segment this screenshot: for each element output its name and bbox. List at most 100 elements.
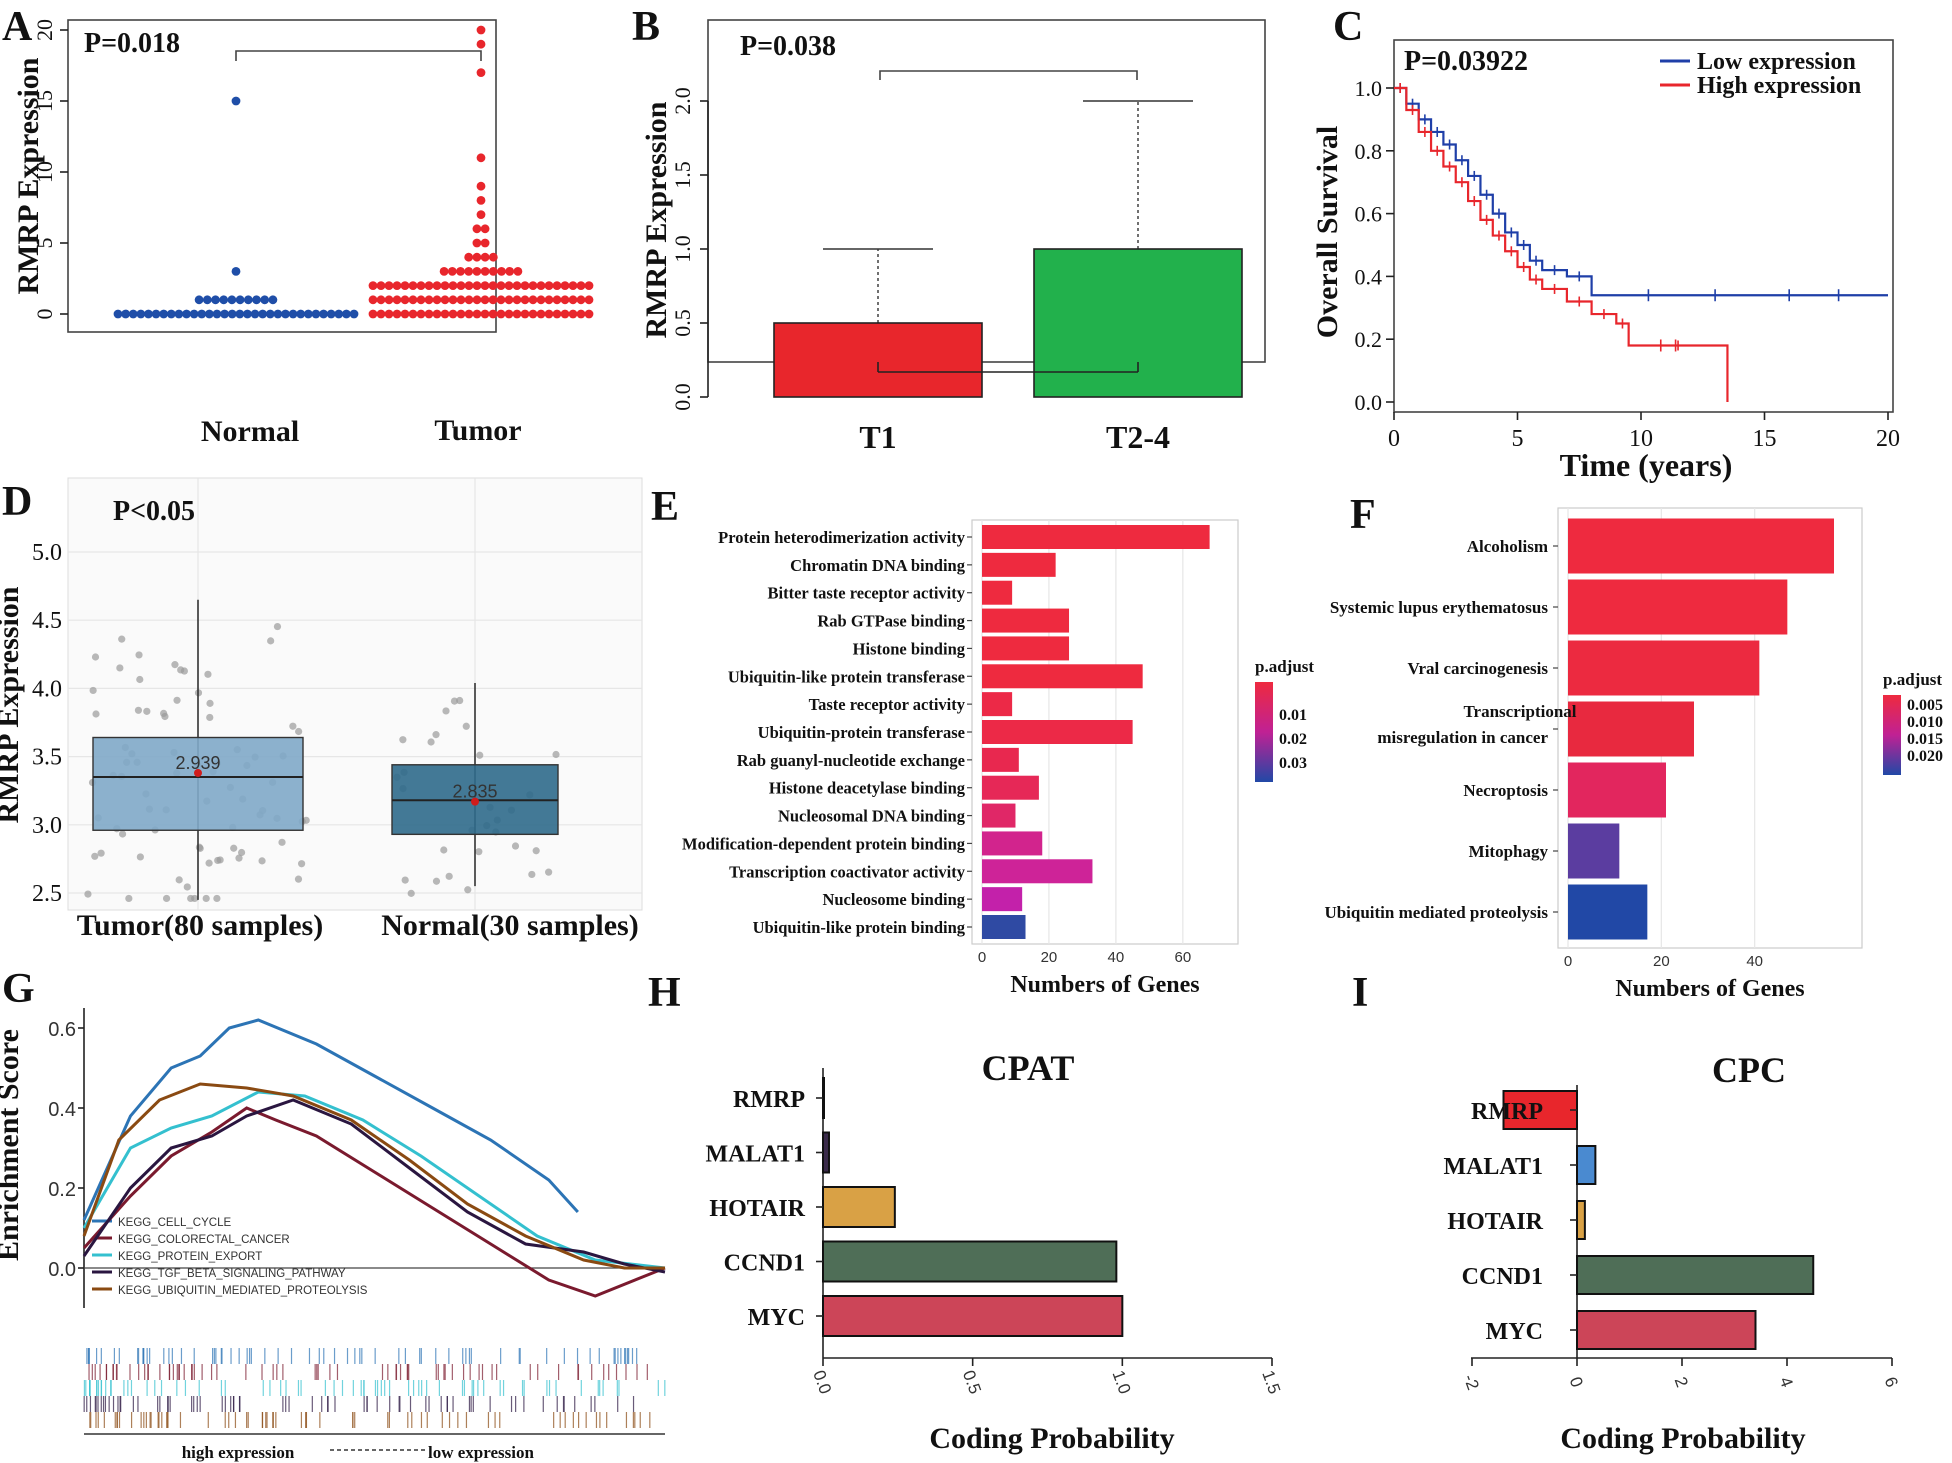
panel-a-point-tumor bbox=[432, 281, 442, 290]
panel-g-enrichment-curve bbox=[82, 1082, 665, 1270]
panel-h-xtick-label: 1.5 bbox=[1258, 1368, 1284, 1397]
panel-a-point-tumor bbox=[480, 281, 490, 290]
panel-letter-e: E bbox=[651, 484, 679, 530]
panel-a-point-tumor bbox=[584, 309, 594, 319]
panel-e-bar bbox=[982, 720, 1133, 744]
panel-g-ytick-label: 0.0 bbox=[48, 1259, 76, 1281]
panel-f-legend-title: p.adjust bbox=[1883, 670, 1942, 689]
panel-f-legend-tick-label: 0.005 bbox=[1907, 697, 1943, 714]
panel-f-category-label: misregulation in cancer bbox=[1377, 728, 1548, 747]
panel-a-point-tumor bbox=[536, 309, 546, 319]
panel-d-jitter-point bbox=[118, 635, 126, 643]
panel-a-point-normal bbox=[250, 309, 260, 319]
panel-a-point-normal bbox=[202, 295, 212, 305]
panel-c-survival-curve-high bbox=[1394, 86, 1729, 402]
panel-g-legend-label: KEGG_CELL_CYCLE bbox=[118, 1217, 231, 1229]
panel-a-point-tumor bbox=[544, 281, 554, 290]
panel-a-point-tumor bbox=[440, 295, 450, 305]
panel-e-legend-tick-label: 0.02 bbox=[1279, 731, 1307, 748]
panel-f-legend-tick-label: 0.010 bbox=[1907, 714, 1943, 731]
panel-d-jitter-point bbox=[204, 670, 212, 678]
panel-e-bar bbox=[982, 803, 1016, 828]
panel-a-point-normal bbox=[252, 295, 261, 305]
panel-a-point-tumor bbox=[544, 309, 554, 319]
panel-a-point-tumor bbox=[528, 309, 538, 319]
panel-a-point-tumor bbox=[488, 281, 498, 290]
panel-f-bar bbox=[1568, 579, 1788, 635]
panel-f-xtick-label: 40 bbox=[1746, 953, 1763, 970]
panel-f-xlabel: Numbers of Genes bbox=[1615, 976, 1804, 1002]
panel-a-pvalue: P=0.018 bbox=[84, 28, 180, 59]
panel-d-mean-point bbox=[471, 797, 479, 806]
panel-e-bar bbox=[982, 915, 1026, 939]
panel-a-point-tumor bbox=[476, 196, 486, 205]
panel-d-jitter-point bbox=[206, 699, 214, 707]
panel-i-category-label: MYC bbox=[1486, 1319, 1543, 1345]
panel-a-point-normal bbox=[219, 295, 229, 305]
panel-a-point-tumor bbox=[400, 281, 410, 290]
panel-a-point-tumor bbox=[504, 281, 514, 290]
panel-d-jitter-point bbox=[532, 847, 540, 855]
panel-b-significance-bracket bbox=[879, 70, 1138, 80]
panel-a-point-normal bbox=[211, 295, 220, 305]
panel-a-point-tumor bbox=[568, 295, 578, 305]
panel-g-ytick-label: 0.2 bbox=[48, 1179, 76, 1201]
panel-c-frame bbox=[1393, 39, 1894, 413]
panel-d-jitter-point bbox=[118, 830, 127, 838]
panel-a-point-normal bbox=[243, 295, 253, 305]
panel-a-point-normal bbox=[204, 309, 214, 319]
panel-g-enrichment-curve bbox=[82, 1018, 579, 1221]
panel-e-category-label: Modification-dependent protein binding bbox=[682, 834, 966, 853]
panel-c-legend-label: Low expression bbox=[1697, 49, 1856, 75]
panel-a-point-normal bbox=[326, 309, 336, 319]
panel-a-point-normal bbox=[349, 309, 359, 319]
panel-a-point-tumor bbox=[504, 309, 514, 319]
panel-h-category-label: RMRP bbox=[733, 1087, 805, 1113]
panel-i-bar-myc bbox=[1576, 1310, 1757, 1350]
panel-letter-d: D bbox=[2, 479, 32, 525]
panel-a-point-tumor bbox=[472, 267, 482, 276]
panel-d-jitter-point bbox=[237, 848, 246, 857]
panel-a-point-normal bbox=[128, 309, 138, 319]
panel-d-ytick-label: 3.5 bbox=[32, 745, 62, 771]
panel-d-jitter-point bbox=[230, 844, 238, 852]
panel-a-point-tumor bbox=[408, 309, 418, 319]
panel-a-point-tumor bbox=[513, 267, 523, 276]
panel-b-ytick-label: 2.0 bbox=[670, 87, 695, 115]
panel-letter-f: F bbox=[1350, 492, 1376, 538]
panel-d-jitter-point bbox=[440, 846, 448, 854]
panel-b-ylabel: RMRP Expression bbox=[640, 101, 673, 338]
panel-f-bar bbox=[1568, 701, 1694, 757]
panel-a-point-tumor bbox=[439, 267, 449, 276]
panel-a-point-tumor bbox=[480, 238, 490, 248]
panel-d-jitter-point bbox=[216, 856, 224, 864]
panel-b-xtick-label: T1 bbox=[859, 419, 896, 455]
panel-h-title: CPAT bbox=[982, 1048, 1075, 1088]
panel-a-point-tumor bbox=[472, 309, 482, 319]
panel-d-jitter-point bbox=[432, 877, 441, 885]
panel-a-point-tumor bbox=[584, 281, 594, 290]
panel-a-point-tumor bbox=[440, 281, 450, 290]
panel-d-jitter-point bbox=[399, 736, 407, 744]
panel-a-point-tumor bbox=[424, 281, 434, 290]
panel-a-point-tumor bbox=[392, 295, 402, 305]
panel-a-point-tumor bbox=[368, 295, 378, 305]
panel-g-enrichment-curve bbox=[82, 1090, 666, 1270]
panel-d-mean-label: 2.939 bbox=[175, 753, 220, 773]
panel-a-point-normal bbox=[189, 309, 199, 319]
panel-a-point-tumor bbox=[505, 267, 515, 276]
panel-c-ytick-label: 0.4 bbox=[1355, 264, 1383, 289]
panel-d-jitter-point bbox=[511, 842, 520, 850]
panel-a-point-tumor bbox=[456, 281, 466, 290]
panel-d-jitter-point bbox=[294, 875, 303, 883]
panel-d-jitter-point bbox=[258, 857, 266, 865]
panel-b-ytick-label: 1.5 bbox=[670, 161, 695, 189]
panel-f-bar bbox=[1568, 823, 1620, 879]
panel-f-category-label: Alcoholism bbox=[1467, 537, 1548, 556]
panel-d-jitter-point bbox=[143, 707, 151, 715]
panel-a-point-tumor bbox=[447, 267, 457, 276]
panel-a-point-tumor bbox=[440, 309, 450, 319]
panel-letter-b: B bbox=[632, 4, 660, 50]
panel-e-bar bbox=[982, 552, 1056, 577]
